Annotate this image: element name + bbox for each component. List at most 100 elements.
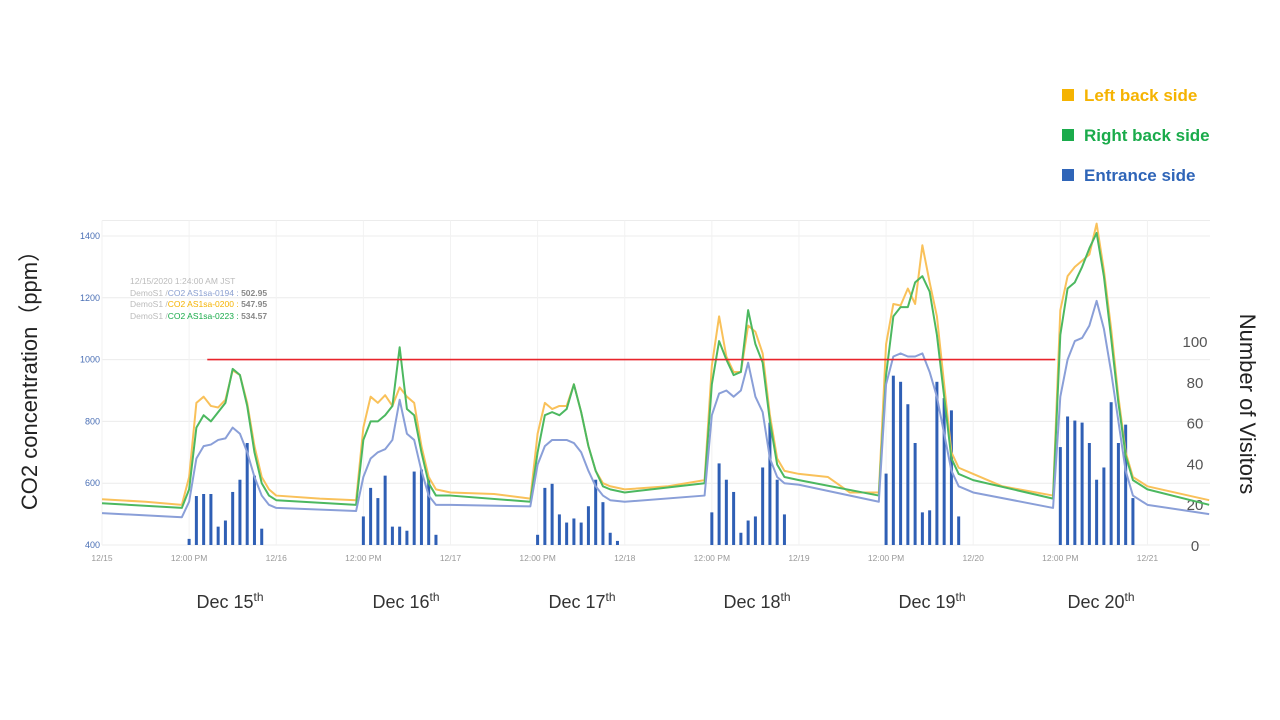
visitor-bar [361,516,365,545]
visitor-bar [942,398,946,545]
left-tick-label: 400 [85,540,100,550]
x-tick-label: 12:00 PM [868,553,904,563]
visitor-bar [260,528,264,545]
visitor-bar [1080,422,1084,545]
visitor-bar [245,443,249,545]
date-suffix: th [780,590,791,604]
visitor-bar [957,516,961,545]
visitor-bar [884,473,888,545]
x-tick-label: 12/21 [1137,553,1159,563]
legend-item-left-back: Left back side [1062,86,1210,126]
visitor-bar [536,534,540,545]
visitor-bar [906,404,910,545]
visitor-bar [419,469,423,545]
visitor-bar [1116,443,1120,545]
date-suffix: th [605,590,616,604]
visitor-bar [746,520,750,545]
visitor-bar [1131,498,1135,545]
visitor-bar [376,498,380,545]
visitor-bar [223,520,227,545]
date-label: Dec 15th [196,590,263,613]
visitor-bar [369,487,373,545]
left-tick-label: 1400 [80,231,100,241]
visitor-bar [782,514,786,545]
right-tick-label: 60 [1187,416,1204,433]
date-label: Dec 16th [372,590,439,613]
visitor-bar [194,496,198,545]
visitor-bar [732,491,736,545]
tooltip-prefix: DemoS1 / [130,287,168,298]
visitor-bar [1073,420,1077,545]
tooltip: 12/15/2020 1:24:00 AM JST DemoS1 /CO2 AS… [130,276,267,322]
right-tick-label: 40 [1187,456,1204,473]
left-tick-label: 1000 [80,355,100,365]
visitor-bar [768,422,772,545]
tooltip-row: DemoS1 /CO2 AS1sa-0194 : 502.95 [130,288,267,300]
visitor-bar [579,522,583,545]
right-axis-title: Number of Visitors [1235,313,1260,495]
tooltip-value: 502.95 [241,287,268,298]
tooltip-prefix: DemoS1 / [130,310,168,321]
visitor-bar [899,381,903,545]
visitor-bar [928,510,932,545]
date-label: Dec 17th [548,590,615,613]
visitor-bar [615,540,619,545]
visitor-bar [252,475,256,545]
date-text: Dec 20 [1067,592,1125,612]
visitor-bar [1058,447,1062,545]
visitor-bar [891,375,895,545]
visitor-bar [949,410,953,545]
legend-item-right-back: Right back side [1062,126,1210,166]
visitor-bar [724,479,728,545]
x-tick-label: 12/18 [614,553,636,563]
visitor-bar [390,526,394,545]
visitor-bar [717,463,721,545]
visitor-bar [187,538,191,545]
visitor-bar [398,526,402,545]
series-line-entrance-side [101,299,1210,519]
visitor-bar [383,475,387,545]
visitor-bar [565,522,569,545]
x-tick-label: 12:00 PM [171,553,207,563]
x-tick-label: 12:00 PM [1042,553,1078,563]
right-tick-label: 80 [1187,375,1204,392]
left-tick-label: 600 [85,478,100,488]
date-label: Dec 20th [1067,590,1134,613]
visitor-bar [427,477,431,545]
visitor-bar [710,512,714,545]
visitor-bar [412,471,416,545]
date-suffix: th [429,590,440,604]
tooltip-series: CO2 AS1sa-0200 : [167,299,239,309]
visitor-bar [550,483,554,545]
visitor-bar [608,532,612,545]
visitor-bar [238,479,242,545]
visitor-bar [202,494,206,545]
tooltip-series: CO2 AS1sa-0223 : [167,310,239,321]
date-text: Dec 16 [372,592,430,612]
visitor-bar [1095,479,1099,545]
visitor-bar [216,526,220,545]
visitor-bar [601,502,605,545]
tooltip-time: 12/15/2020 1:24:00 AM JST [130,276,236,286]
tooltip-row: DemoS1 /CO2 AS1sa-0200 : 547.95 [130,299,267,311]
visitor-bar [935,381,939,545]
visitor-bar [1102,467,1106,545]
visitor-bar [231,491,235,545]
visitor-bar [1109,402,1113,545]
left-tick-label: 1200 [80,293,100,303]
x-tick-label: 12/17 [440,553,462,563]
x-tick-label: 12:00 PM [694,553,730,563]
legend-swatch [1062,129,1074,141]
visitor-bar [405,530,409,545]
left-tick-label: 800 [85,416,100,426]
tooltip-value: 547.95 [241,299,268,309]
series-line-left-back-side [101,222,1210,506]
tooltip-series: CO2 AS1sa-0194 : [167,287,239,298]
visitor-bar [775,479,779,545]
x-tick-label: 12/16 [266,553,288,563]
legend-label: Entrance side [1084,166,1196,185]
tooltip-prefix: DemoS1 / [130,299,168,309]
tooltip-value: 534.57 [241,310,268,321]
visitor-bar [1066,416,1070,545]
